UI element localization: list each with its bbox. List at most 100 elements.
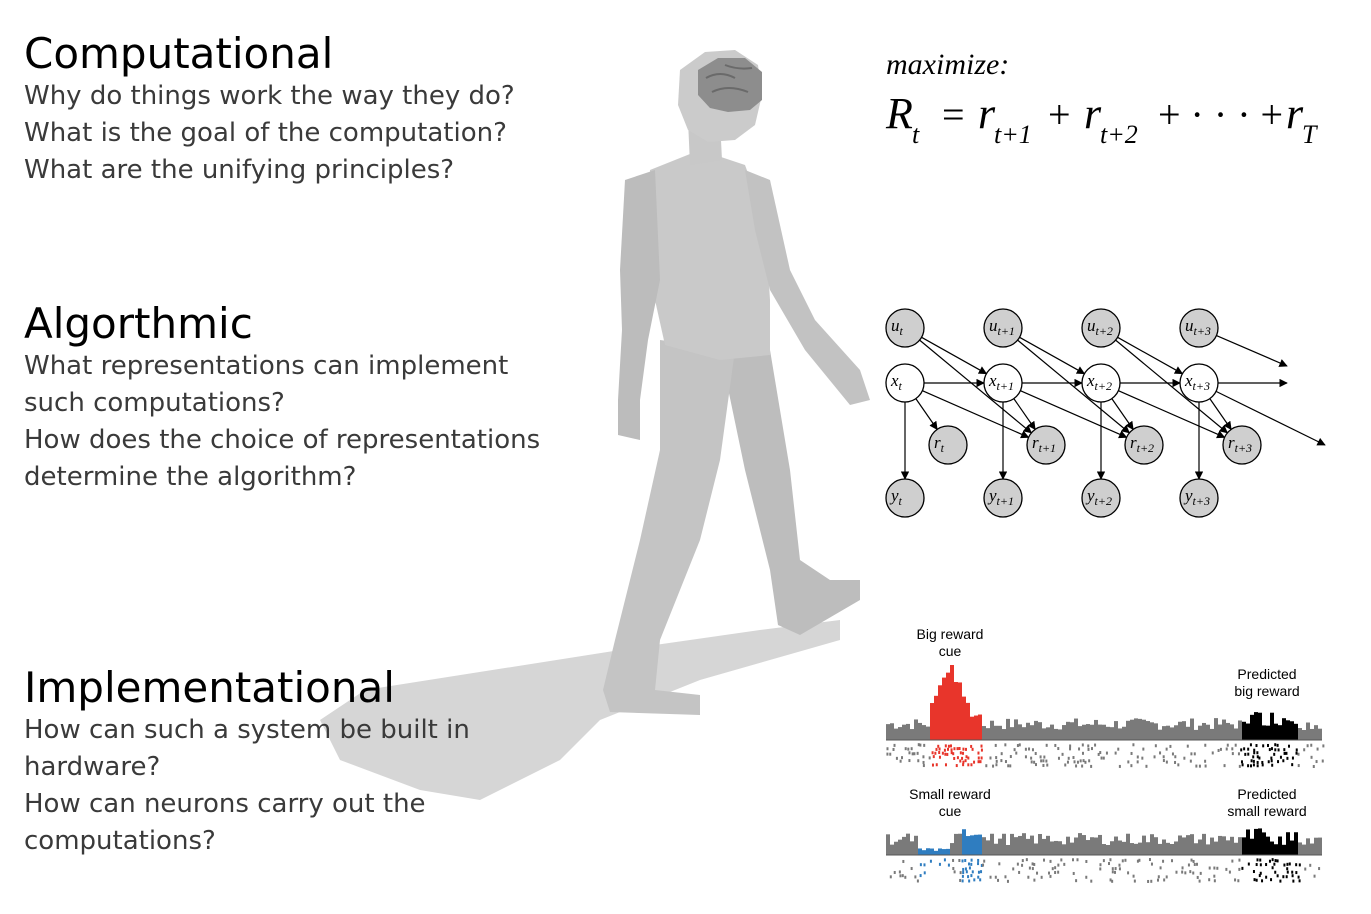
raster-spike xyxy=(1073,760,1076,764)
raster-spike xyxy=(958,747,961,751)
raster-spike xyxy=(1013,748,1016,752)
raster-spike xyxy=(1195,862,1198,866)
psth-bar xyxy=(1030,835,1034,855)
small-predicted-label-line1: Predicted xyxy=(1237,786,1296,802)
psth-bar xyxy=(998,838,1002,855)
psth-bar xyxy=(914,835,918,855)
raster-spike xyxy=(1141,756,1144,760)
raster-spike xyxy=(889,875,892,879)
formula-cdots: + · · · + xyxy=(1158,92,1283,137)
raster-spike xyxy=(1075,879,1078,883)
raster-spike xyxy=(1190,858,1193,862)
raster-spike xyxy=(1285,875,1288,879)
reward-node-circle xyxy=(1124,425,1164,465)
psth-bar xyxy=(1038,722,1042,740)
psth-bar xyxy=(966,836,970,855)
raster-spike xyxy=(1042,759,1045,763)
psth-bar xyxy=(1266,836,1270,855)
raster-spike xyxy=(1196,875,1199,879)
psth-bar xyxy=(1206,724,1210,740)
raster-spike xyxy=(904,875,907,879)
psth-bar xyxy=(1182,721,1186,740)
raster-spike xyxy=(904,747,907,751)
psth-bar xyxy=(1042,838,1046,855)
psth-bar xyxy=(1050,841,1054,855)
psth-bar xyxy=(978,714,982,740)
raster-spike xyxy=(1165,747,1168,751)
raster-spike xyxy=(962,763,965,767)
raster-spike xyxy=(1189,870,1192,874)
edge-x-to-r xyxy=(1209,398,1232,431)
raster-spike xyxy=(995,756,998,760)
raster-spike xyxy=(1097,752,1100,756)
raster-spike xyxy=(1165,875,1168,879)
raster-spike xyxy=(1132,743,1135,747)
psth-bar xyxy=(1134,718,1138,740)
raster-spike xyxy=(1081,743,1084,747)
psth-bar xyxy=(1122,841,1126,855)
implementational-line: How can neurons carry out the xyxy=(24,789,426,819)
psth-bar xyxy=(1238,837,1242,855)
psth-bar xyxy=(1090,837,1094,855)
psth-bar xyxy=(1022,727,1026,740)
raster-spike xyxy=(953,870,956,874)
psth-bar xyxy=(1122,726,1126,740)
raster-spike xyxy=(1075,764,1078,768)
raster-spike xyxy=(1046,763,1049,767)
psth-bar xyxy=(946,848,950,855)
reward-node-circle xyxy=(1026,425,1066,465)
reward-node: rt+3 xyxy=(1222,425,1262,465)
big-cue-label-line1: Big reward xyxy=(917,626,984,642)
raster-spike xyxy=(1102,859,1105,863)
raster-spike xyxy=(1039,755,1042,759)
raster-spike xyxy=(962,867,965,871)
raster-spike xyxy=(1021,863,1024,867)
raster-spike xyxy=(1085,859,1088,863)
algorithmic-line: What representations can implement xyxy=(24,351,509,381)
psth-bar xyxy=(1114,836,1118,855)
raster-spike xyxy=(1030,756,1033,760)
raster-spike xyxy=(1273,752,1276,756)
psth-bar xyxy=(1310,843,1314,855)
psth-bar xyxy=(1178,721,1182,740)
psth-bar xyxy=(1078,726,1082,740)
reward-node: rt xyxy=(928,425,968,465)
psth-bar xyxy=(1298,728,1302,740)
raster-spike xyxy=(1238,764,1241,768)
raster-spike xyxy=(1270,747,1273,751)
psth-bar xyxy=(1194,843,1198,855)
raster-spike xyxy=(1016,862,1019,866)
psth-bar xyxy=(1166,842,1170,855)
raster-spike xyxy=(1223,764,1226,768)
raster-spike xyxy=(965,755,968,759)
raster-spike xyxy=(973,878,976,882)
raster-spike xyxy=(1268,748,1271,752)
psth-bar xyxy=(1270,712,1274,740)
psth-bar xyxy=(1002,729,1006,740)
psth-bar xyxy=(926,848,930,855)
state-node: xt+2 xyxy=(1081,363,1121,403)
raster-spike xyxy=(1090,747,1093,751)
raster-spike xyxy=(1231,747,1234,751)
psth-bar xyxy=(1006,844,1010,855)
psth-bar xyxy=(1210,728,1214,740)
raster-spike xyxy=(1088,759,1091,763)
raster-spike xyxy=(1241,866,1244,870)
raster-spike xyxy=(1313,874,1316,878)
raster-spike xyxy=(1051,867,1054,871)
raster-spike xyxy=(962,751,965,755)
edge-x-to-r xyxy=(915,398,938,431)
psth-bar xyxy=(1306,722,1310,740)
raster-spike xyxy=(977,875,980,879)
psth-bar xyxy=(930,703,934,740)
psth-bar xyxy=(1158,843,1162,855)
raster-spike xyxy=(1189,759,1192,763)
psth-bar xyxy=(1250,714,1254,740)
raster-spike xyxy=(910,747,913,751)
action-node: ut+2 xyxy=(1081,308,1121,348)
raster-spike xyxy=(1250,759,1253,763)
raster-spike xyxy=(1252,870,1255,874)
raster-spike xyxy=(917,759,920,763)
raster-spike xyxy=(1187,863,1190,867)
raster-spike xyxy=(1237,752,1240,756)
